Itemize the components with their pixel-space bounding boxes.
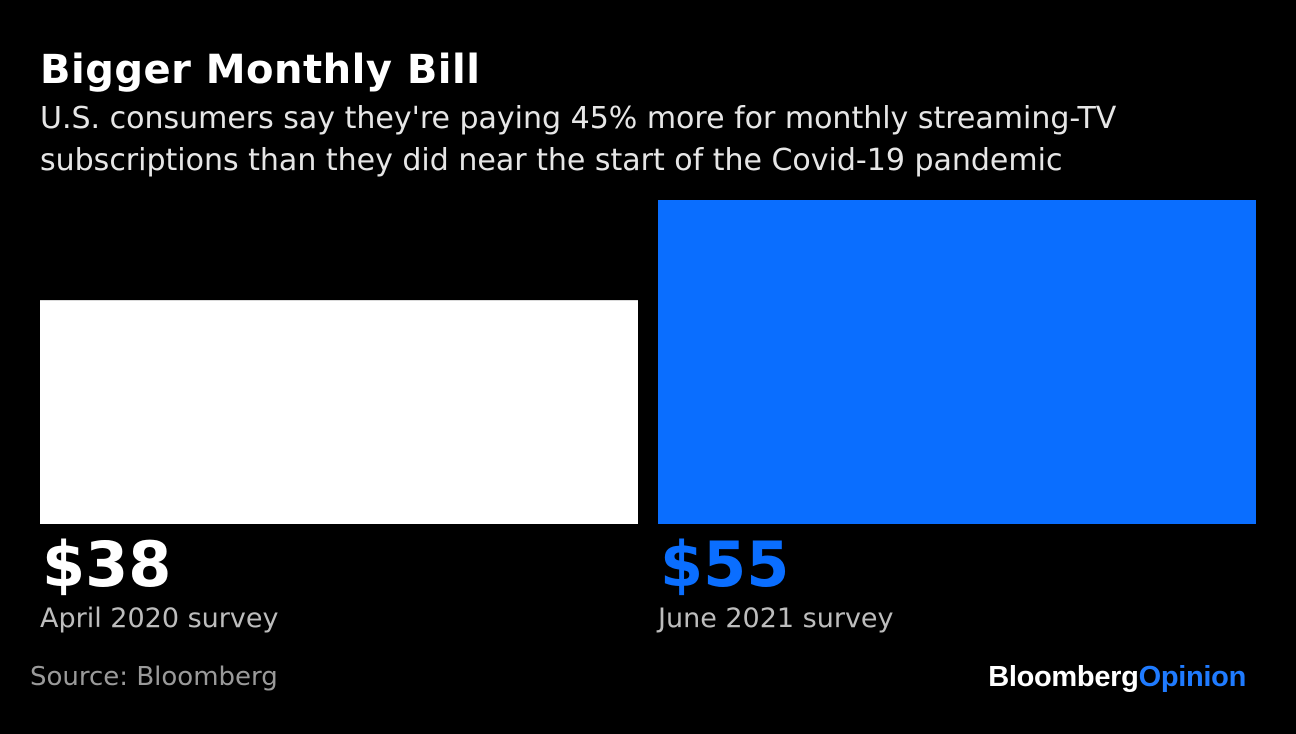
chart-subtitle: U.S. consumers say they're paying 45% mo… [40,101,1117,178]
bar-1 [40,300,638,524]
bar-2 [658,200,1256,524]
chart-title: Bigger Monthly Bill [40,47,481,93]
brand-name: Bloomberg [988,661,1139,693]
category-label-2: June 2021 survey [656,603,894,634]
bloomberg-opinion-logo: BloombergOpinion [988,661,1246,694]
source-note: Source: Bloomberg [30,662,278,692]
category-label-1: April 2020 survey [40,603,278,634]
bar-value-label-1: $38 [42,528,171,601]
bar-value-label-2: $55 [660,528,789,601]
brand-section: Opinion [1138,661,1247,693]
